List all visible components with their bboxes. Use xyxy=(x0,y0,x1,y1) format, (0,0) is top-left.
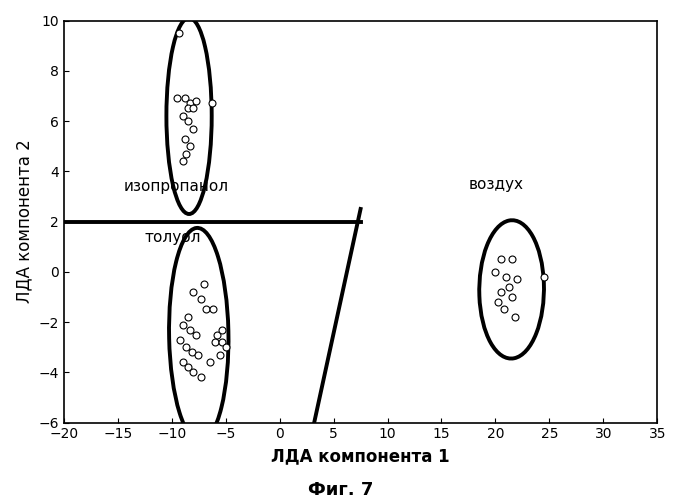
Text: воздух: воздух xyxy=(469,177,524,192)
X-axis label: ЛДА компонента 1: ЛДА компонента 1 xyxy=(271,447,450,465)
Y-axis label: ЛДА компонента 2: ЛДА компонента 2 xyxy=(15,140,33,304)
Text: толуол: толуол xyxy=(145,230,202,244)
Text: изопропанол: изопропанол xyxy=(123,180,228,194)
Text: Фиг. 7: Фиг. 7 xyxy=(308,481,373,499)
